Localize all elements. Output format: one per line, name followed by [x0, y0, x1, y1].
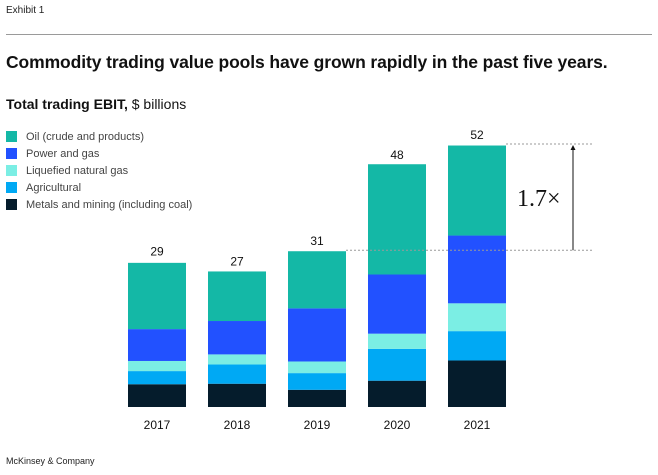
bar-segment-agri-2017: [128, 371, 186, 385]
bar-segment-power-2021: [448, 235, 506, 304]
bar-segment-lng-2018: [208, 354, 266, 365]
legend-label-agri: Agricultural: [26, 181, 82, 194]
bar-segment-power-2020: [368, 274, 426, 334]
x-tick-label-2017: 2017: [144, 418, 171, 432]
legend-label-lng: Liquefied natural gas: [26, 164, 129, 177]
header-rule: [6, 34, 652, 35]
bar-segment-power-2018: [208, 321, 266, 355]
bar-segment-power-2017: [128, 329, 186, 361]
bar-segment-oil-2018: [208, 271, 266, 322]
bar-segment-oil-2021: [448, 145, 506, 236]
chart-headline: Commodity trading value pools have grown…: [6, 52, 608, 72]
bar-segment-agri-2021: [448, 331, 506, 361]
total-label-2021: 52: [470, 128, 484, 142]
chart-title: Total trading EBIT,: [6, 96, 128, 112]
bar-segment-metals-2018: [208, 383, 266, 407]
bar-segment-oil-2020: [368, 164, 426, 275]
legend-item-oil: Oil (crude and products): [6, 128, 192, 145]
bar-segment-lng-2021: [448, 303, 506, 332]
bar-segment-metals-2019: [288, 389, 346, 407]
x-tick-label-2021: 2021: [464, 418, 491, 432]
bar-segment-agri-2018: [208, 364, 266, 384]
bar-segment-lng-2017: [128, 360, 186, 372]
legend-swatch-oil: [6, 131, 17, 142]
total-label-2020: 48: [390, 148, 404, 162]
chart-unit: $ billions: [131, 96, 187, 112]
legend-swatch-metals: [6, 199, 17, 210]
legend-swatch-power: [6, 148, 17, 159]
bar-segment-power-2019: [288, 308, 346, 362]
bar-segment-agri-2020: [368, 348, 426, 381]
exhibit-label: Exhibit 1: [6, 5, 45, 16]
legend-label-metals: Metals and mining (including coal): [26, 198, 193, 211]
legend-label-oil: Oil (crude and products): [26, 130, 144, 143]
x-tick-label-2020: 2020: [384, 418, 411, 432]
legend-label-power: Power and gas: [26, 147, 100, 160]
bar-segment-metals-2021: [448, 360, 506, 407]
bar-segment-agri-2019: [288, 373, 346, 390]
x-tick-label-2019: 2019: [304, 418, 331, 432]
footer-source: McKinsey & Company: [6, 456, 95, 466]
legend-item-power: Power and gas: [6, 145, 192, 162]
chart-legend: Oil (crude and products) Power and gas Liq…: [6, 128, 192, 213]
legend-item-agri: Agricultural: [6, 179, 192, 196]
legend-swatch-agri: [6, 182, 17, 193]
annotation-label: 1.7×: [517, 186, 561, 212]
annotation-arrow-head: [570, 145, 576, 150]
legend-swatch-lng: [6, 165, 17, 176]
bar-segment-lng-2020: [368, 333, 426, 349]
total-label-2017: 29: [150, 244, 164, 258]
total-label-2019: 31: [310, 234, 324, 248]
x-tick-label-2018: 2018: [224, 418, 251, 432]
legend-item-metals: Metals and mining (including coal): [6, 196, 192, 213]
legend-item-lng: Liquefied natural gas: [6, 162, 192, 179]
bar-segment-oil-2017: [128, 262, 186, 330]
total-label-2018: 27: [230, 254, 244, 268]
chart-subtitle: Total trading EBIT, $ billions: [6, 96, 186, 112]
bar-segment-lng-2019: [288, 361, 346, 374]
bar-segment-oil-2019: [288, 251, 346, 309]
bar-segment-metals-2017: [128, 384, 186, 407]
bar-segment-metals-2020: [368, 380, 426, 407]
